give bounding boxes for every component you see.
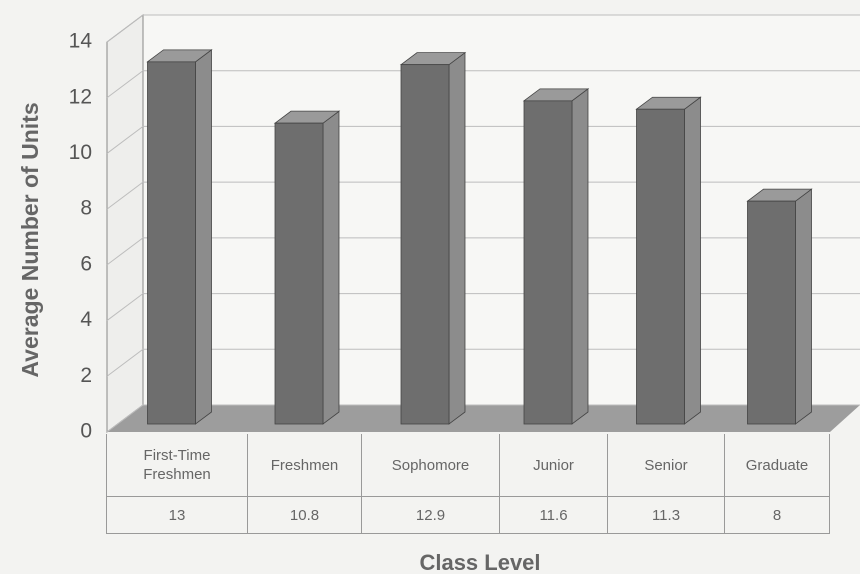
y-tick-label: 4 <box>80 308 92 331</box>
y-tick-label: 8 <box>80 197 92 220</box>
value-cell: 8 <box>725 497 830 534</box>
value-cell-text: 12.9 <box>415 506 446 524</box>
floor <box>107 405 860 432</box>
category-cell-text: Sophomore <box>391 456 470 474</box>
bar-side <box>448 51 466 425</box>
value-cell: 11.6 <box>500 497 608 534</box>
y-tick-label: 14 <box>69 30 93 53</box>
category-cell-text: Junior <box>533 456 574 474</box>
category-cell-text: Freshmen <box>270 456 339 474</box>
y-axis-label: Average Number of Units <box>17 102 43 377</box>
category-cell-text: Senior <box>644 456 688 474</box>
category-cell-text: First-Time Freshmen <box>143 447 211 483</box>
bar <box>636 108 685 425</box>
y-tick-label: 0 <box>80 420 92 443</box>
category-cell: Freshmen <box>248 434 362 497</box>
value-cell: 11.3 <box>608 497 725 534</box>
value-cell: 13 <box>107 497 248 534</box>
category-cell: First-Time Freshmen <box>107 434 248 497</box>
bar-side <box>795 188 812 425</box>
grid-line <box>106 70 860 99</box>
y-tick-label: 6 <box>80 252 92 275</box>
bar <box>147 61 196 425</box>
bar <box>400 64 450 425</box>
y-tick-label: 2 <box>80 364 92 387</box>
y-tick-label: 10 <box>69 141 92 164</box>
grid-line <box>106 293 860 321</box>
bar <box>523 100 573 425</box>
grid-line <box>106 125 860 154</box>
bar-side <box>684 96 701 425</box>
x-axis-label: Class Level <box>419 550 540 574</box>
bar <box>747 200 796 425</box>
grid-line <box>106 237 860 266</box>
category-cell: Junior <box>500 434 608 497</box>
side-wall <box>106 14 144 433</box>
category-cell: Senior <box>608 434 725 497</box>
category-cell: Graduate <box>725 434 830 497</box>
grid-line <box>106 14 860 43</box>
value-cell-text: 8 <box>772 506 782 524</box>
category-cell: Sophomore <box>362 434 500 497</box>
value-cell-text: 11.3 <box>651 506 681 524</box>
category-cell-text: Graduate <box>745 456 809 474</box>
bar-side <box>195 49 212 425</box>
bar-side <box>322 110 340 425</box>
value-cell: 12.9 <box>362 497 500 534</box>
bar <box>274 122 324 425</box>
value-cell-text: 13 <box>168 506 186 524</box>
grid-line <box>106 348 860 377</box>
value-cell: 10.8 <box>248 497 362 534</box>
y-tick-label: 12 <box>69 85 92 108</box>
table-edge <box>106 434 107 534</box>
grid-line <box>106 181 860 210</box>
bar-side <box>571 88 589 425</box>
grid-line <box>106 404 860 433</box>
value-cell-text: 10.8 <box>289 506 320 524</box>
value-cell-text: 11.6 <box>539 506 568 524</box>
